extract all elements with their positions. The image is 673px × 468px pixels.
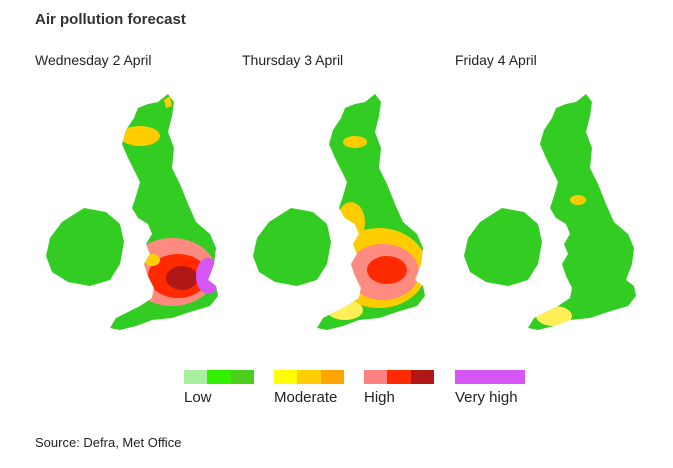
ireland-shape: [46, 208, 124, 286]
source-note: Source: Defra, Met Office: [35, 435, 182, 450]
legend-very-high: Very high: [455, 370, 525, 406]
day-label-wednesday: Wednesday 2 April: [35, 52, 152, 68]
legend: Low Moderate High Very high: [0, 370, 673, 410]
legend-low: Low: [184, 370, 254, 406]
ireland-shape: [464, 208, 542, 286]
legend-high-swatch-2: [387, 370, 411, 384]
legend-very-high-swatch: [455, 370, 525, 384]
legend-moderate-swatch-3: [320, 370, 344, 384]
legend-low-swatch-2: [207, 370, 231, 384]
legend-moderate-label: Moderate: [274, 389, 338, 406]
legend-high-swatch-3: [410, 370, 434, 384]
legend-moderate-swatch-1: [274, 370, 298, 384]
legend-low-label: Low: [184, 389, 212, 406]
legend-high: High: [364, 370, 434, 406]
map-friday: [464, 94, 636, 330]
shetland-shape: [164, 96, 172, 108]
map-wednesday: [46, 94, 218, 330]
great-britain-shape: [110, 94, 218, 330]
great-britain-shape: [528, 94, 636, 330]
legend-high-label: High: [364, 389, 395, 406]
legend-high-swatch-1: [364, 370, 388, 384]
ireland-shape: [253, 208, 331, 286]
legend-moderate: Moderate: [274, 370, 344, 406]
day-label-friday: Friday 4 April: [455, 52, 537, 68]
legend-moderate-swatch-2: [297, 370, 321, 384]
map-thursday: [253, 94, 425, 330]
legend-very-high-label: Very high: [455, 389, 518, 406]
great-britain-shape: [317, 94, 425, 330]
legend-low-swatch-1: [184, 370, 208, 384]
chart-title: Air pollution forecast: [35, 11, 186, 28]
day-label-thursday: Thursday 3 April: [242, 52, 344, 68]
legend-low-swatch-3: [230, 370, 254, 384]
